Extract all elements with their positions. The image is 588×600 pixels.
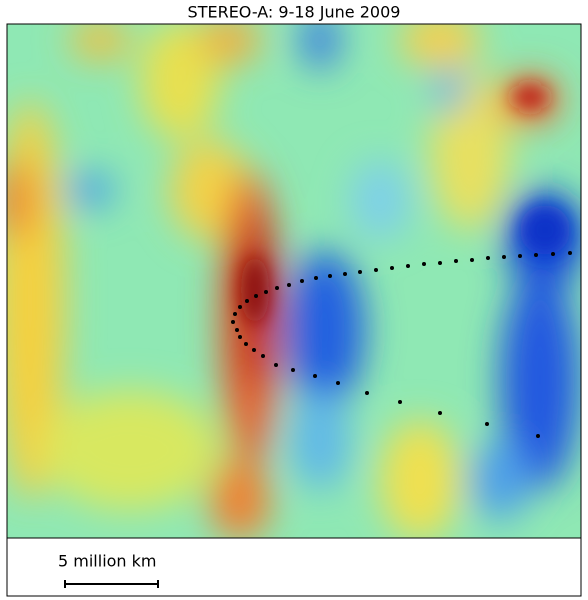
trajectory-dot xyxy=(406,264,410,268)
trajectory-dot xyxy=(313,374,317,378)
trajectory-dot xyxy=(502,255,506,259)
trajectory-dot xyxy=(374,268,378,272)
trajectory-dot xyxy=(245,299,249,303)
scale-label: 5 million km xyxy=(58,552,157,571)
trajectory-dot xyxy=(485,422,489,426)
trajectory-dot xyxy=(358,270,362,274)
trajectory-dot xyxy=(274,363,278,367)
trajectory-dot xyxy=(438,261,442,265)
trajectory-dot xyxy=(486,256,490,260)
trajectory-dot xyxy=(275,286,279,290)
trajectory-dot xyxy=(398,400,402,404)
difference-image xyxy=(7,24,581,538)
trajectory-dot xyxy=(244,342,248,346)
scale-panel xyxy=(6,537,582,597)
title: STEREO-A: 9-18 June 2009 xyxy=(188,3,401,22)
trajectory xyxy=(231,251,572,438)
trajectory-dot xyxy=(314,276,318,280)
trajectory-dot xyxy=(365,391,369,395)
trajectory-dot xyxy=(551,252,555,256)
trajectory-dot xyxy=(233,312,237,316)
trajectory-dot xyxy=(438,411,442,415)
trajectory-dot xyxy=(287,283,291,287)
trajectory-dot xyxy=(238,335,242,339)
trajectory-dot xyxy=(470,258,474,262)
trajectory-dot xyxy=(291,368,295,372)
trajectory-dot xyxy=(328,274,332,278)
trajectory-dot xyxy=(336,381,340,385)
trajectory-dot xyxy=(264,290,268,294)
trajectory-dot xyxy=(252,348,256,352)
trajectory-dot xyxy=(454,259,458,263)
trajectory-dot xyxy=(238,305,242,309)
trajectory-dot xyxy=(568,251,572,255)
trajectory-dot xyxy=(235,328,239,332)
trajectory-dot xyxy=(422,262,426,266)
trajectory-dot xyxy=(390,266,394,270)
trajectory-dot xyxy=(343,272,347,276)
trajectory-dot xyxy=(518,254,522,258)
trajectory-dot xyxy=(536,434,540,438)
trajectory-dot xyxy=(231,320,235,324)
trajectory-dot xyxy=(261,354,265,358)
trajectory-dot xyxy=(300,279,304,283)
trajectory-dot xyxy=(534,253,538,257)
trajectory-dot xyxy=(254,294,258,298)
